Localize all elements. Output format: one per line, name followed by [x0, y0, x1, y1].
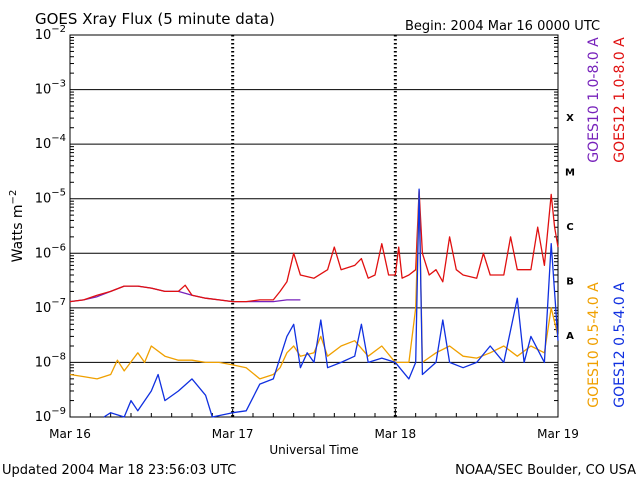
y-tick-label: 10−3	[35, 79, 66, 98]
series-group	[69, 188, 559, 418]
y-tick-label: 10−2	[35, 24, 66, 43]
footer-updated: Updated 2004 Mar 18 23:56:03 UTC	[2, 463, 236, 478]
series-line-3	[103, 188, 559, 418]
x-tick-label: Mar 16	[49, 427, 91, 441]
y-tick-label: 10−4	[35, 133, 66, 152]
series-line-2	[69, 191, 559, 380]
flare-class-labels: A B C M X	[565, 113, 575, 342]
x-tick-label: Mar 17	[212, 427, 254, 441]
flare-class-b: B	[566, 277, 574, 288]
legend: GOES10 1.0-8.0 A GOES12 1.0-8.0 A GOES10 0…	[586, 37, 628, 408]
x-axis-label: Universal Time	[269, 443, 358, 457]
flare-class-x: X	[566, 113, 574, 124]
y-axis-ticks: 10−9 10−8 10−7 10−6 10−5 10−4 10−3 10−2	[35, 24, 558, 425]
y-tick-label: 10−8	[35, 351, 66, 370]
y-axis-label: Watts m−2	[8, 190, 26, 263]
x-axis-ticks: Mar 16 Mar 17 Mar 18 Mar 19	[49, 409, 579, 441]
y-tick-label: 10−6	[35, 242, 66, 261]
legend-label-1: GOES12 1.0-8.0 A	[612, 37, 628, 163]
chart-title: GOES Xray Flux (5 minute data)	[35, 10, 275, 28]
x-tick-label: Mar 18	[374, 427, 416, 441]
legend-label-3: GOES12 0.5-4.0 A	[612, 282, 628, 408]
legend-label-0: GOES10 1.0-8.0 A	[586, 37, 602, 163]
flare-class-c: C	[566, 222, 573, 233]
y-tick-label: 10−5	[35, 188, 66, 207]
y-tick-label: 10−7	[35, 297, 66, 316]
x-tick-label: Mar 19	[537, 427, 579, 441]
legend-label-2: GOES10 0.5-4.0 A	[586, 282, 602, 408]
flare-class-m: M	[565, 167, 575, 178]
flare-class-a: A	[566, 331, 574, 342]
series-line-1	[69, 190, 559, 303]
footer-credit: NOAA/SEC Boulder, CO USA	[455, 463, 636, 478]
y-tick-label: 10−9	[35, 406, 66, 425]
begin-label: Begin: 2004 Mar 16 0000 UTC	[405, 19, 600, 34]
